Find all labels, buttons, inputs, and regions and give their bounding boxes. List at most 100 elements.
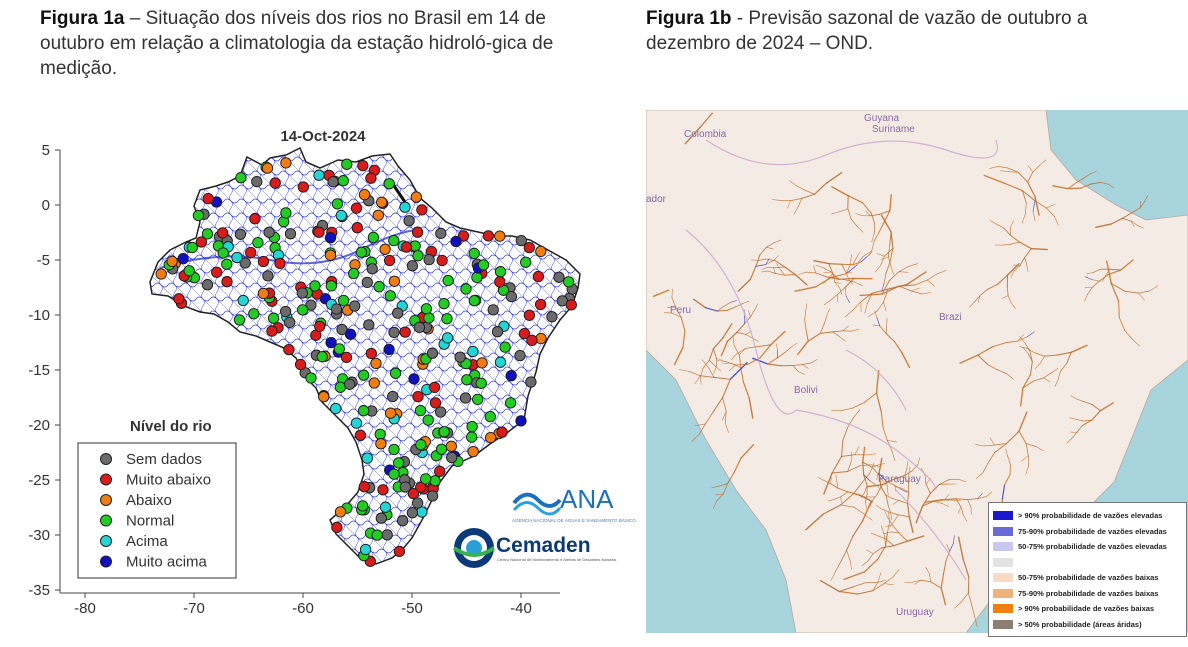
x-tick-label: -80 bbox=[74, 600, 96, 617]
station-marker bbox=[166, 255, 178, 268]
station-marker bbox=[406, 507, 419, 519]
station-marker bbox=[520, 256, 532, 268]
station-marker bbox=[442, 274, 454, 287]
station-marker bbox=[316, 351, 328, 363]
station-marker bbox=[248, 308, 260, 320]
x-tick-label: -70 bbox=[183, 600, 205, 617]
station-marker bbox=[280, 207, 292, 219]
station-marker bbox=[461, 374, 473, 386]
station-marker bbox=[434, 406, 447, 418]
forecast-legend-row: > 90% probabilidade de vazões elevadas bbox=[993, 508, 1182, 524]
station-marker bbox=[388, 443, 400, 456]
station-marker bbox=[482, 230, 495, 242]
legend-marker bbox=[100, 453, 112, 465]
station-marker bbox=[379, 243, 391, 255]
station-marker bbox=[177, 253, 189, 265]
station-marker bbox=[389, 367, 402, 379]
station-marker bbox=[535, 332, 547, 345]
station-marker bbox=[476, 357, 488, 369]
station-marker bbox=[412, 250, 424, 262]
station-marker bbox=[365, 172, 377, 184]
station-marker bbox=[535, 245, 547, 258]
station-marker bbox=[505, 290, 518, 303]
station-marker bbox=[415, 481, 427, 493]
station-marker bbox=[201, 228, 214, 240]
station-marker bbox=[251, 175, 263, 188]
station-marker bbox=[441, 313, 453, 325]
station-marker bbox=[257, 255, 270, 268]
station-marker bbox=[459, 392, 472, 404]
station-marker bbox=[331, 198, 344, 210]
station-marker bbox=[468, 295, 480, 307]
station-marker bbox=[373, 281, 385, 293]
station-marker bbox=[261, 162, 274, 174]
forecast-legend-label: > 90% probabilidade de vazões baixas bbox=[1018, 604, 1155, 614]
station-marker bbox=[384, 290, 396, 302]
station-marker bbox=[392, 457, 405, 469]
figure-1a-caption-text: – Situação dos níveis dos rios no Brasil… bbox=[40, 8, 554, 79]
forecast-legend-swatch bbox=[993, 588, 1013, 598]
station-marker bbox=[428, 381, 441, 394]
station-marker bbox=[313, 226, 325, 238]
station-marker bbox=[534, 298, 547, 311]
station-markers bbox=[155, 157, 578, 567]
station-marker bbox=[420, 473, 432, 485]
station-marker bbox=[467, 345, 479, 358]
station-marker bbox=[305, 299, 317, 311]
map-label-uruguay: Uruguay bbox=[896, 607, 934, 618]
forecast-legend-row: 75-90% probabilidade de vazões elevadas bbox=[993, 524, 1182, 540]
station-marker bbox=[235, 172, 247, 184]
station-marker bbox=[435, 443, 448, 455]
map-title: 14-Oct-2024 bbox=[280, 128, 366, 145]
station-marker bbox=[350, 417, 363, 429]
station-marker bbox=[340, 351, 353, 364]
station-marker bbox=[365, 347, 377, 360]
forecast-legend-row: 50-75% probabilidade de vazões baixas bbox=[993, 570, 1182, 586]
station-marker bbox=[436, 254, 448, 267]
station-marker bbox=[341, 158, 353, 170]
y-tick-label: -25 bbox=[28, 472, 50, 489]
station-marker bbox=[245, 246, 257, 259]
station-marker bbox=[553, 271, 565, 283]
y-tick-label: -30 bbox=[28, 527, 50, 544]
station-marker bbox=[434, 465, 446, 478]
station-marker bbox=[376, 196, 388, 208]
station-marker bbox=[466, 431, 478, 443]
station-marker bbox=[335, 209, 347, 222]
x-tick-label: -50 bbox=[401, 600, 423, 617]
station-marker bbox=[441, 332, 454, 344]
station-marker bbox=[262, 270, 274, 282]
station-marker bbox=[472, 393, 484, 406]
station-marker bbox=[305, 372, 317, 384]
forecast-legend-swatch bbox=[993, 511, 1013, 521]
map-label-colombia: Colombia bbox=[684, 129, 727, 140]
station-marker bbox=[284, 228, 297, 240]
station-marker bbox=[504, 397, 517, 409]
station-marker bbox=[466, 420, 478, 433]
station-marker bbox=[484, 431, 497, 444]
station-marker bbox=[372, 209, 384, 221]
station-marker bbox=[408, 373, 420, 385]
ana-logo-text: ANA bbox=[560, 484, 614, 514]
station-marker bbox=[494, 276, 506, 288]
station-marker bbox=[546, 311, 558, 323]
station-marker bbox=[392, 307, 404, 319]
legend-label: Abaixo bbox=[126, 492, 172, 509]
station-marker bbox=[563, 276, 575, 288]
ana-logo: ANA AGÊNCIA NACIONAL DE ÁGUAS E SANEAMEN… bbox=[512, 484, 636, 523]
station-marker bbox=[415, 439, 427, 451]
station-marker bbox=[217, 247, 229, 259]
y-tick-label: -5 bbox=[37, 252, 50, 269]
figure-1b-caption-text: - Previsão sazonal de vazão de outubro a… bbox=[646, 8, 1088, 54]
station-marker bbox=[494, 266, 507, 278]
station-marker bbox=[416, 204, 428, 216]
station-marker bbox=[366, 263, 378, 275]
station-marker bbox=[349, 300, 361, 312]
station-marker bbox=[358, 481, 370, 493]
forecast-legend: > 90% probabilidade de vazões elevadas 75… bbox=[988, 502, 1187, 637]
station-marker bbox=[399, 481, 412, 493]
station-marker bbox=[406, 260, 419, 272]
station-marker bbox=[217, 227, 229, 239]
station-marker bbox=[296, 287, 308, 299]
